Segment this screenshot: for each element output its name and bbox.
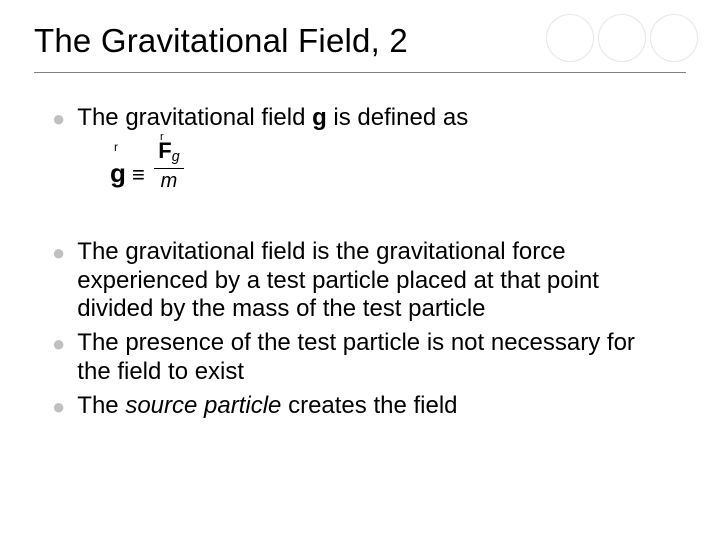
vector-arrow-icon: r xyxy=(160,132,164,143)
bullet-icon: ● xyxy=(52,394,65,420)
bullet-item-3: ● The presence of the test particle is n… xyxy=(52,329,672,386)
subscript-g: g xyxy=(172,149,180,165)
bullet-item-1: ● The gravitational field g is defined a… xyxy=(52,104,672,132)
decorative-circles xyxy=(546,14,698,62)
bullet-item-4: ● The source particle creates the field xyxy=(52,392,672,420)
slide: The Gravitational Field, 2 ● The gravita… xyxy=(0,0,720,540)
text-fragment: The gravitational field xyxy=(77,104,312,131)
text-emphasis: source particle xyxy=(125,392,281,419)
text-fragment: The xyxy=(77,392,125,419)
bullet-text: The gravitational field is the gravitati… xyxy=(77,238,672,323)
slide-body: ● The gravitational field g is defined a… xyxy=(52,104,672,426)
circle-icon xyxy=(650,14,698,62)
bullet-text: The presence of the test particle is not… xyxy=(77,329,672,386)
symbol-g-vector: g xyxy=(312,104,327,131)
title-underline xyxy=(34,72,686,73)
equation-denominator: m xyxy=(154,171,184,191)
equation-lhs: g xyxy=(110,158,126,189)
bullet-item-2: ● The gravitational field is the gravita… xyxy=(52,238,672,323)
slide-title: The Gravitational Field, 2 xyxy=(34,22,408,60)
bullet-icon: ● xyxy=(52,240,65,266)
fraction-bar xyxy=(154,168,184,169)
equation-numerator: r Fg xyxy=(154,140,184,164)
bullet-text: The gravitational field g is defined as xyxy=(77,104,468,132)
equation-fraction: r Fg m xyxy=(154,140,184,190)
circle-icon xyxy=(546,14,594,62)
equation-definition: r g ≡ r Fg m xyxy=(110,146,672,216)
equation-operator: ≡ xyxy=(132,162,145,188)
vector-arrow-icon: r xyxy=(114,140,118,154)
circle-icon xyxy=(598,14,646,62)
text-fragment: is defined as xyxy=(327,104,468,131)
text-fragment: creates the field xyxy=(281,392,457,419)
bullet-icon: ● xyxy=(52,106,65,132)
bullet-icon: ● xyxy=(52,331,65,357)
bullet-text: The source particle creates the field xyxy=(77,392,457,420)
